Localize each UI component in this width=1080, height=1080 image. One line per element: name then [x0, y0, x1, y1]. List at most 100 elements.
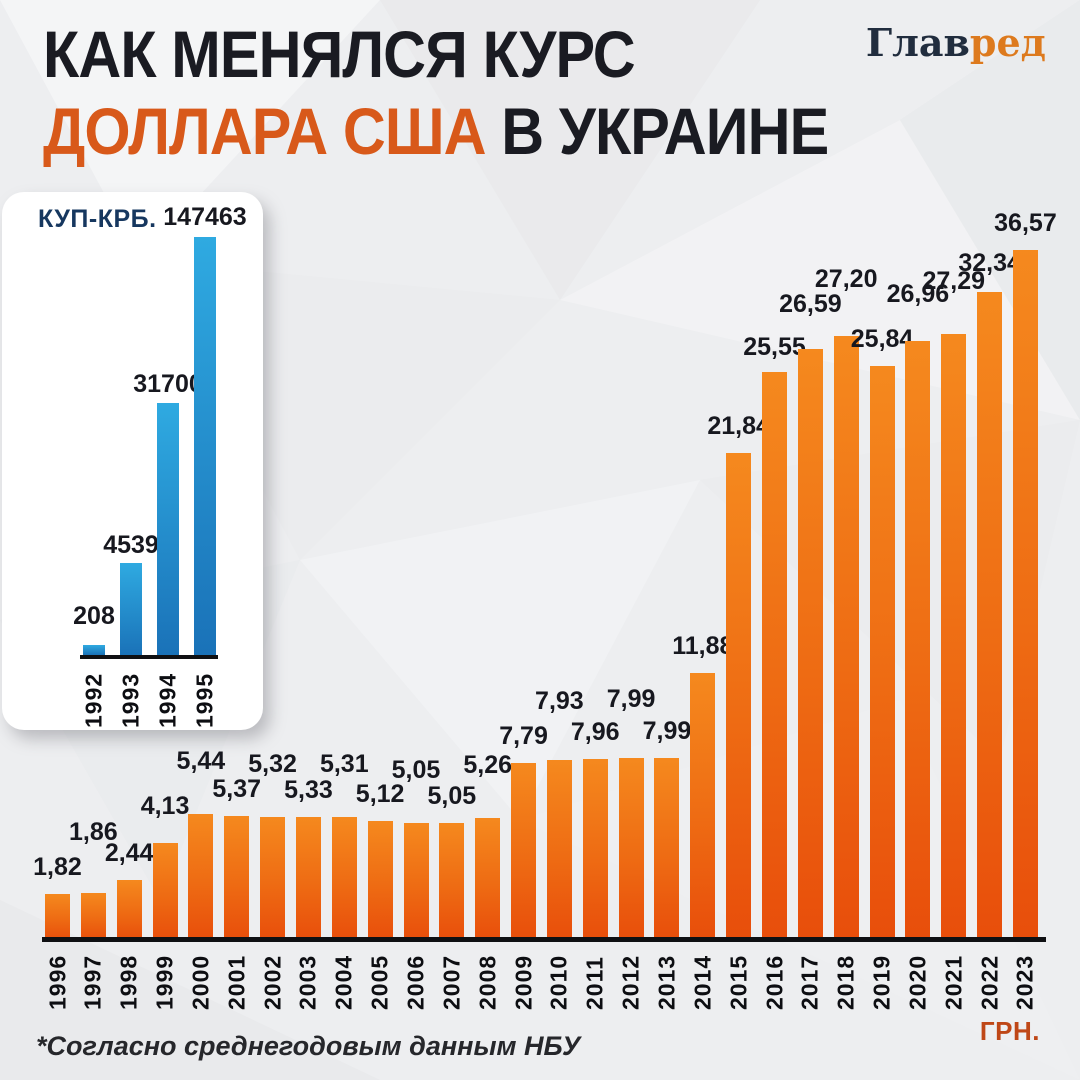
bar-2003	[295, 817, 321, 940]
x-tick-label-2005: 2005	[366, 954, 393, 1010]
bar-1996	[45, 894, 70, 940]
bar-value-label-2000: 5,44	[176, 747, 226, 775]
x-tick-label-2014: 2014	[689, 954, 716, 1010]
bar-value-label-2020: 26,96	[886, 280, 950, 308]
main-chart-unit-label: ГРН.	[979, 1016, 1040, 1046]
bar-2020	[905, 341, 931, 940]
x-tick-label-2010: 2010	[545, 954, 572, 1010]
bar-value-label-2008: 5,26	[463, 751, 513, 779]
glavred-logo: Главред	[866, 20, 1046, 65]
bar-2009	[511, 763, 537, 940]
bar-value-label-2023: 36,57	[994, 209, 1057, 237]
x-tick-label-2008: 2008	[474, 954, 501, 1010]
source-footnote: *Согласно среднегодовым данным НБУ	[36, 1031, 581, 1061]
bar-value-label-1992: 208	[73, 602, 115, 630]
bar-value-label-1999: 4,13	[140, 792, 190, 820]
bar-1997	[80, 893, 106, 940]
bar-value-label-2001: 5,37	[212, 775, 262, 803]
bar-value-label-2005: 5,12	[355, 780, 405, 808]
bar-2012	[618, 758, 644, 940]
bar-value-label-1995: 147463	[163, 203, 247, 231]
bar-value-label-2003: 5,33	[284, 776, 333, 804]
bar-1995	[194, 237, 216, 655]
inset-chart-unit-label: КУП-КРБ.	[38, 205, 157, 233]
x-tick-label-2011: 2011	[581, 956, 608, 1010]
bar-value-label-2004: 5,31	[319, 750, 369, 778]
bar-1998	[116, 880, 142, 940]
bar-value-label-2010: 7,93	[535, 687, 584, 715]
bar-2008	[475, 818, 501, 940]
bar-value-label-2016: 25,55	[743, 333, 806, 361]
x-tick-label-2009: 2009	[510, 954, 537, 1010]
bar-value-label-1994: 31700	[133, 370, 203, 398]
bar-2000	[188, 814, 214, 940]
bar-2017	[797, 349, 823, 940]
x-tick-label-2003: 2003	[294, 954, 321, 1010]
bar-value-label-2009: 7,79	[499, 722, 548, 750]
bar-value-label-2012: 7,99	[606, 685, 656, 713]
x-tick-label-2002: 2002	[259, 954, 286, 1010]
bar-2002	[260, 817, 286, 940]
x-tick-label-2018: 2018	[832, 954, 859, 1010]
inset-x-axis	[80, 655, 218, 659]
x-tick-label-2023: 2023	[1011, 954, 1038, 1010]
bar-2019	[869, 366, 895, 940]
bar-value-label-2018: 27,20	[814, 265, 878, 293]
x-tick-label-1999: 1999	[151, 954, 178, 1010]
bar-2006	[403, 823, 429, 940]
bar-value-label-2011: 7,96	[570, 718, 620, 746]
bar-2001	[224, 816, 250, 940]
x-tick-label-2007: 2007	[438, 954, 465, 1010]
x-tick-label-2004: 2004	[330, 954, 357, 1010]
bar-value-label-2022: 32,34	[958, 249, 1021, 277]
bar-value-label-2006: 5,05	[391, 756, 441, 784]
title-line-2: ДОЛЛАРА США В УКРАИНЕ	[43, 93, 829, 170]
bar-1994	[157, 403, 179, 655]
title-accent: ДОЛЛАРА США	[43, 94, 487, 168]
x-tick-label-2022: 2022	[976, 954, 1003, 1010]
x-tick-label-2015: 2015	[725, 954, 752, 1010]
bar-2016	[762, 372, 787, 940]
x-tick-label-2017: 2017	[796, 954, 823, 1010]
bar-value-label-2007: 5,05	[427, 782, 477, 810]
bar-value-label-2021: 27,29	[922, 267, 986, 295]
title-line-1: КАК МЕНЯЛСЯ КУРС	[43, 17, 636, 91]
x-tick-label-2020: 2020	[904, 954, 931, 1010]
main-x-axis	[42, 937, 1046, 942]
bar-2011	[582, 759, 608, 940]
bar-value-label-2002: 5,32	[248, 750, 297, 778]
x-tick-label-2000: 2000	[187, 954, 214, 1010]
bar-2015	[726, 453, 752, 940]
bar-value-label-2014: 11,88	[672, 632, 734, 660]
bar-value-label-2019: 25,84	[850, 325, 914, 353]
x-tick-label-2006: 2006	[402, 954, 429, 1010]
x-tick-label-1996: 1996	[44, 954, 70, 1010]
bar-value-label-2015: 21,84	[707, 412, 770, 440]
x-tick-label-1997: 1997	[79, 954, 106, 1010]
bar-2005	[367, 821, 393, 940]
bar-2004	[331, 817, 357, 940]
bar-value-label-2017: 26,59	[779, 290, 842, 318]
bar-2013	[654, 758, 680, 940]
x-tick-label-2019: 2019	[868, 954, 895, 1010]
bar-2010	[546, 760, 572, 940]
bar-2014	[690, 673, 716, 940]
x-tick-label-2012: 2012	[617, 954, 644, 1010]
x-tick-label-2013: 2013	[653, 954, 680, 1010]
x-tick-label-2021: 2021	[940, 954, 967, 1010]
x-tick-label-2016: 2016	[761, 954, 787, 1010]
bar-2022	[977, 292, 1003, 940]
title-rest: В УКРАИНЕ	[485, 94, 829, 168]
bar-1999	[152, 843, 178, 940]
bar-value-label-1998: 2,44	[104, 839, 154, 867]
logo-prefix: Глав	[865, 20, 970, 65]
bar-2018	[833, 336, 859, 940]
bar-1992	[83, 645, 105, 655]
inset-chart-card: КУП-КРБ. 208 1992 4539 1993 31700 1994 147463 1…	[2, 192, 263, 730]
page-title: КАК МЕНЯЛСЯ КУРС ДОЛЛАРА США В УКРАИНЕ	[43, 16, 829, 170]
bar-value-label-2013: 7,99	[642, 717, 692, 745]
bar-value-label-1997: 1,86	[69, 818, 118, 846]
bar-1993	[120, 563, 142, 655]
